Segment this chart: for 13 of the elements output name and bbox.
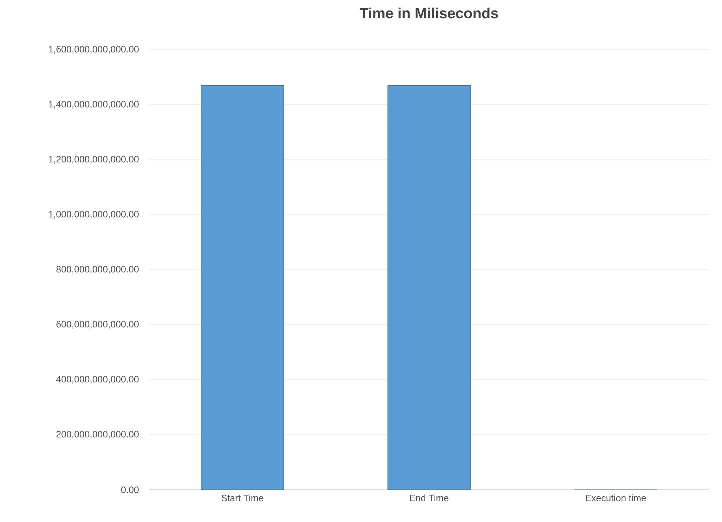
y-tick-label: 1,000,000,000,000.00 [49,211,139,219]
y-tick-label: 1,600,000,000,000.00 [49,46,139,54]
x-tick-label: Execution time [586,494,646,502]
chart-title: Time in Miliseconds [360,8,498,19]
y-tick-label: 600,000,000,000.00 [56,321,139,329]
y-tick-label: 0.00 [121,486,139,494]
y-tick-label: 800,000,000,000.00 [56,266,139,274]
x-tick-label: Start Time [222,494,264,502]
y-tick-label: 200,000,000,000.00 [56,431,139,439]
y-tick-label: 400,000,000,000.00 [56,376,139,384]
y-tick-label: 1,400,000,000,000.00 [49,101,139,109]
x-tick-label: End Time [410,494,449,502]
y-tick-label: 1,200,000,000,000.00 [49,156,139,164]
